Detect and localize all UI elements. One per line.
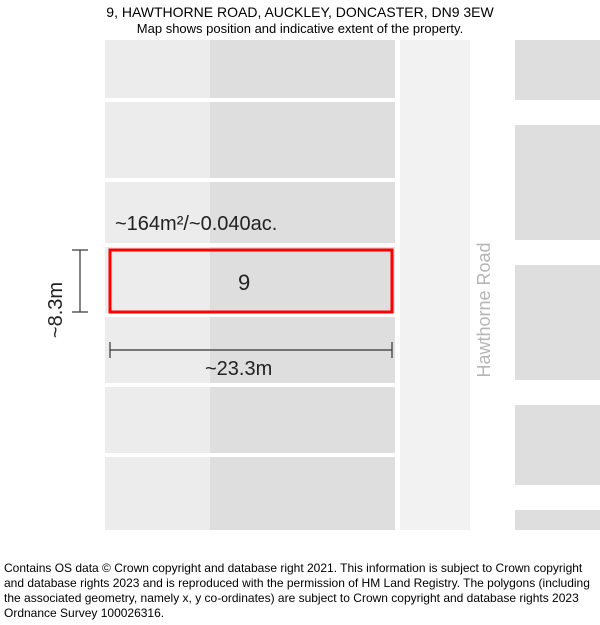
page-title: 9, HAWTHORNE ROAD, AUCKLEY, DONCASTER, D… <box>0 4 600 20</box>
height-label: ~8.3m <box>45 282 67 338</box>
road-label: Hawthorne Road <box>474 242 494 377</box>
map-canvas: Hawthorne Road ~164m²/~0.040ac. 9 ~23.3m ~8.… <box>0 40 600 530</box>
building-right-4 <box>515 510 600 530</box>
property-number: 9 <box>238 270 250 295</box>
building-right-0 <box>515 40 600 100</box>
width-label: ~23.3m <box>205 358 272 380</box>
road-strip <box>400 40 470 530</box>
copyright-footer: Contains OS data © Crown copyright and d… <box>4 561 596 621</box>
building-right-3 <box>515 405 600 485</box>
page-subtitle: Map shows position and indicative extent… <box>0 21 600 36</box>
building-right-2 <box>515 265 600 380</box>
building-right-1 <box>515 125 600 240</box>
area-label: ~164m²/~0.040ac. <box>115 213 277 235</box>
